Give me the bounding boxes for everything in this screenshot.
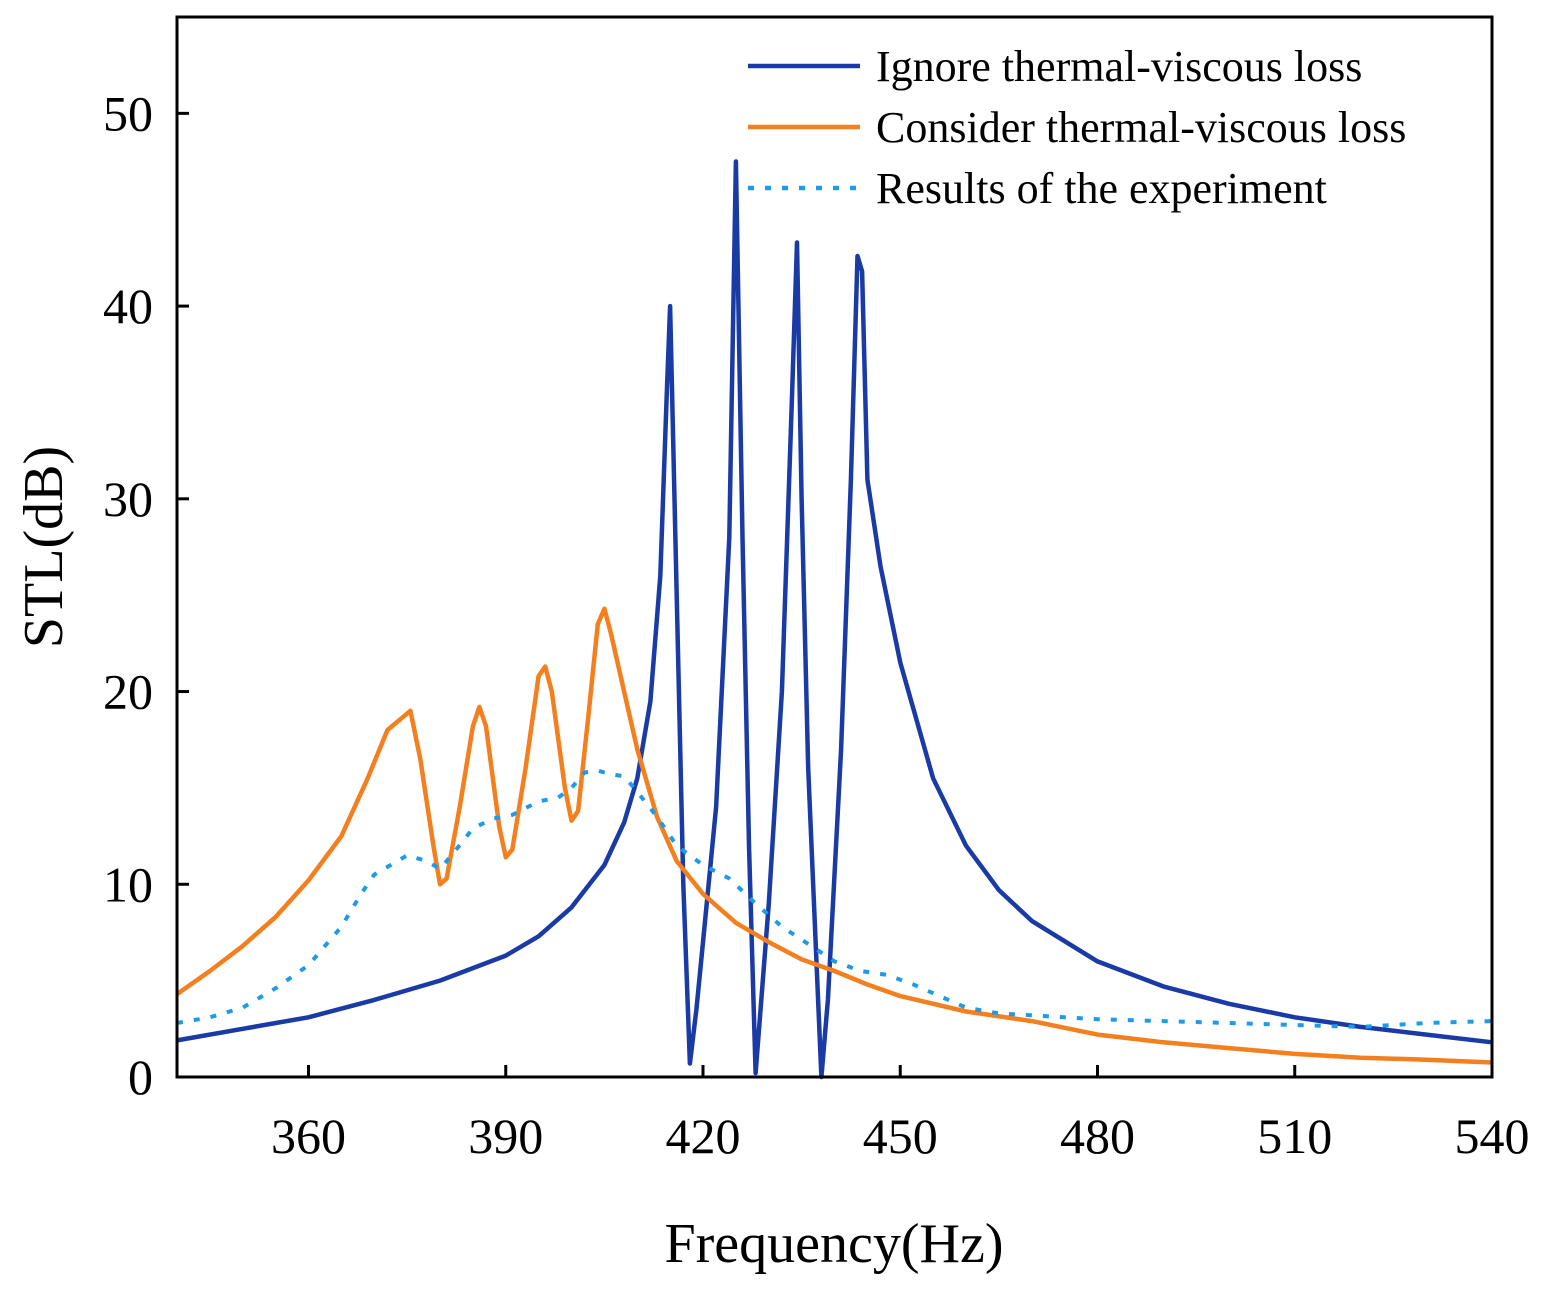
y-tick-label: 10: [103, 856, 153, 912]
series-layer: [175, 159, 1493, 1080]
y-tick-label: 20: [103, 664, 153, 720]
x-tick-label: 390: [468, 1108, 543, 1164]
x-tick-label: 420: [666, 1108, 741, 1164]
plot-frame: [175, 15, 1494, 1079]
legend-label-2: Consider thermal-viscous loss: [876, 103, 1406, 152]
x-tick-label: 510: [1257, 1108, 1332, 1164]
y-axis-title: STL(dB): [13, 446, 75, 648]
y-tick-label: 40: [103, 278, 153, 334]
x-tick-label: 540: [1455, 1108, 1530, 1164]
series-line-1: [176, 159, 1493, 1080]
x-tick-label: 450: [863, 1108, 938, 1164]
legend-label-3: Results of the experiment: [876, 164, 1327, 213]
y-tick-label: 0: [128, 1049, 153, 1105]
y-tick-label: 50: [103, 85, 153, 141]
x-axis-title: Frequency(Hz): [665, 1213, 1004, 1275]
tick-layer: 360 390 420 450 480 510 540 0 10 20 30 40 50: [103, 85, 1530, 1164]
legend: Ignore thermal-viscous loss Consider ther…: [748, 42, 1406, 213]
series-line-3: [176, 768, 1493, 1029]
legend-label-1: Ignore thermal-viscous loss: [876, 42, 1362, 91]
series-line-2: [175, 606, 1493, 1065]
y-tick-label: 30: [103, 471, 153, 527]
x-tick-label: 360: [271, 1108, 346, 1164]
x-tick-label: 480: [1060, 1108, 1135, 1164]
